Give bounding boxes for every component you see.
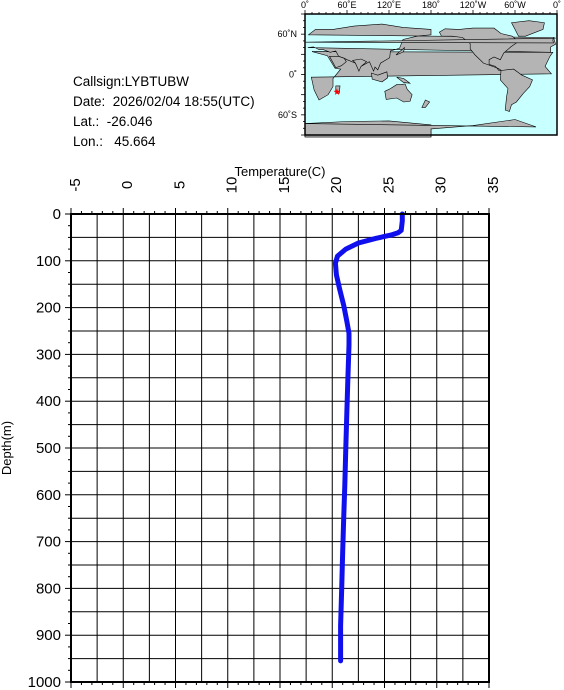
map-lon-label: 0˚ xyxy=(301,0,309,10)
x-axis-title: Temperature(C) xyxy=(234,164,325,179)
map-lat-label: 60˚S xyxy=(278,110,297,120)
y-tick-label: 200 xyxy=(36,300,61,317)
y-tick-label: 600 xyxy=(36,487,61,504)
y-tick-labels: 0 100 200 300 400 500 600 700 800 900 1000 xyxy=(28,206,61,690)
landmass-japan xyxy=(395,46,405,56)
callsign-text: Callsign:LYBTUBW xyxy=(73,74,190,89)
y-tick-label: 100 xyxy=(36,253,61,270)
landmass-antarctica2 xyxy=(304,119,537,138)
landmass-samerica xyxy=(499,68,533,112)
landmass-ng xyxy=(396,76,412,84)
landmass-uk xyxy=(305,37,556,44)
x-tick-labels: -5 0 5 10 15 20 25 30 35 xyxy=(67,177,502,194)
y-tick-label: 800 xyxy=(36,580,61,597)
landmass-seasia xyxy=(371,71,388,83)
y-tick-label: 900 xyxy=(36,627,61,644)
y-tick-label: 700 xyxy=(36,534,61,551)
x-tick-marks xyxy=(70,208,490,688)
x-tick-label: 0 xyxy=(119,181,136,189)
map-lon-label: 120˚W xyxy=(460,0,487,10)
map-lat-labels: 60˚N 0˚ 60˚S xyxy=(277,29,297,120)
map-lon-label: 120˚E xyxy=(377,0,401,10)
y-tick-label: 500 xyxy=(36,440,61,457)
landmass-arabia xyxy=(328,56,347,69)
x-tick-label: 15 xyxy=(276,177,293,194)
y-tick-label: 1000 xyxy=(28,674,61,690)
map-lon-label: 60˚W xyxy=(504,0,526,10)
location-marker-icon xyxy=(333,88,341,95)
map-lat-label: 0˚ xyxy=(289,70,297,80)
x-tick-label: 20 xyxy=(328,177,345,194)
x-tick-label: 10 xyxy=(224,177,241,194)
map-frame xyxy=(304,13,558,136)
x-tick-label: 35 xyxy=(485,177,502,194)
cast-info-panel: Callsign:LYBTUBW Date: 2026/02/04 18:55(… xyxy=(73,72,255,152)
landmass-greenland xyxy=(511,20,545,37)
y-tick-label: 300 xyxy=(36,346,61,363)
map-lon-labels: 0˚ 60˚E 120˚E 180˚ 120˚W 60˚W 0˚ xyxy=(301,0,561,10)
x-tick-label: 30 xyxy=(433,177,450,194)
landmass-india xyxy=(351,58,368,72)
map-land xyxy=(304,20,556,138)
y-tick-label: 400 xyxy=(36,393,61,410)
chart-grid xyxy=(70,213,490,683)
landmass-nz xyxy=(421,99,431,108)
map-lon-label: 180˚ xyxy=(422,0,440,10)
y-axis-title: Depth(m) xyxy=(0,421,14,475)
map-lat-label: 60˚N xyxy=(277,29,297,39)
latitude-text: Lat.: -26.046 xyxy=(73,114,153,129)
x-tick-label: 25 xyxy=(380,177,397,194)
map-lon-label: 60˚E xyxy=(337,0,356,10)
date-text: Date: 2026/02/04 18:55(UTC) xyxy=(73,94,255,109)
y-tick-label: 0 xyxy=(53,206,61,223)
x-tick-label: -5 xyxy=(67,178,84,191)
temperature-profile-line xyxy=(332,211,405,664)
landmass-australia xyxy=(384,83,413,103)
plot-frame xyxy=(70,213,490,683)
world-map: 0˚ 60˚E 120˚E 180˚ 120˚W 60˚W 0˚ 60˚N 0˚ 60˚S xyxy=(277,0,561,138)
landmass-eurasia xyxy=(307,23,556,72)
longitude-text: Lon.: 45.664 xyxy=(73,134,156,149)
map-lon-label: 0˚ xyxy=(553,0,561,10)
x-tick-label: 5 xyxy=(171,181,188,189)
